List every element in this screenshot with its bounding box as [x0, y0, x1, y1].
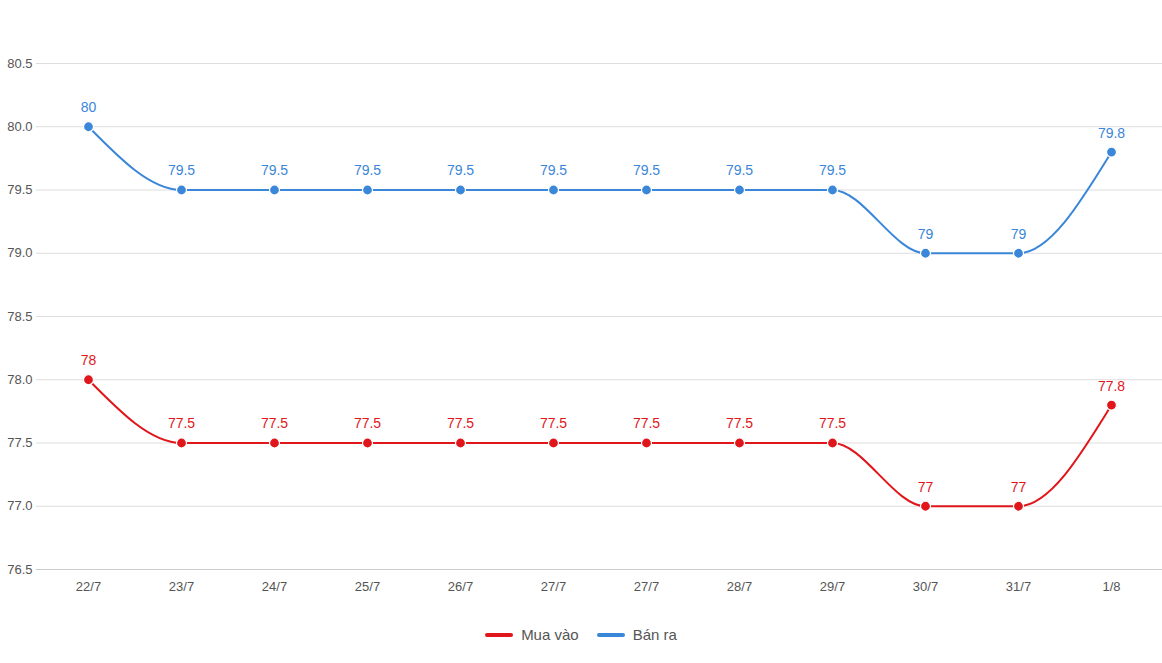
- svg-text:77.5: 77.5: [7, 435, 32, 450]
- svg-text:79.5: 79.5: [819, 162, 846, 178]
- svg-text:77.5: 77.5: [447, 415, 474, 431]
- svg-text:77.0: 77.0: [7, 498, 32, 513]
- svg-text:1/8: 1/8: [1102, 579, 1120, 594]
- svg-text:22/7: 22/7: [76, 579, 101, 594]
- svg-text:78: 78: [81, 352, 97, 368]
- svg-text:79.5: 79.5: [447, 162, 474, 178]
- svg-text:79: 79: [1011, 226, 1027, 242]
- svg-text:77.5: 77.5: [726, 415, 753, 431]
- svg-text:77.5: 77.5: [819, 415, 846, 431]
- svg-text:27/7: 27/7: [541, 579, 566, 594]
- svg-text:79.0: 79.0: [7, 245, 32, 260]
- html-text:Bán ra: Bán ra: [632, 626, 677, 643]
- svg-text:79.5: 79.5: [354, 162, 381, 178]
- svg-text:79.5: 79.5: [7, 182, 32, 197]
- svg-text:31/7: 31/7: [1006, 579, 1031, 594]
- svg-text:78.0: 78.0: [7, 372, 32, 387]
- svg-text:24/7: 24/7: [262, 579, 287, 594]
- svg-text:79.5: 79.5: [726, 162, 753, 178]
- svg-text:28/7: 28/7: [727, 579, 752, 594]
- svg-text:78.5: 78.5: [7, 309, 32, 324]
- svg-text:30/7: 30/7: [913, 579, 938, 594]
- svg-text:79.5: 79.5: [633, 162, 660, 178]
- svg-text:80.5: 80.5: [7, 56, 32, 71]
- svg-text:25/7: 25/7: [355, 579, 380, 594]
- svg-text:27/7: 27/7: [634, 579, 659, 594]
- svg-text:80: 80: [81, 99, 97, 115]
- svg-text:76.5: 76.5: [7, 562, 32, 577]
- html-text:Mua vào: Mua vào: [521, 626, 579, 643]
- svg-text:79: 79: [918, 226, 934, 242]
- svg-text:77.5: 77.5: [261, 415, 288, 431]
- svg-text:79.5: 79.5: [540, 162, 567, 178]
- svg-text:77.8: 77.8: [1098, 378, 1125, 394]
- svg-text:77.5: 77.5: [633, 415, 660, 431]
- svg-text:77.5: 77.5: [168, 415, 195, 431]
- svg-text:79.8: 79.8: [1098, 125, 1125, 141]
- svg-text:77: 77: [918, 479, 934, 495]
- svg-text:77.5: 77.5: [540, 415, 567, 431]
- svg-text:79.5: 79.5: [261, 162, 288, 178]
- svg-text:23/7: 23/7: [169, 579, 194, 594]
- svg-text:77.5: 77.5: [354, 415, 381, 431]
- svg-text:29/7: 29/7: [820, 579, 845, 594]
- svg-text:77: 77: [1011, 479, 1027, 495]
- svg-text:79.5: 79.5: [168, 162, 195, 178]
- svg-text:80.0: 80.0: [7, 119, 32, 134]
- svg-text:26/7: 26/7: [448, 579, 473, 594]
